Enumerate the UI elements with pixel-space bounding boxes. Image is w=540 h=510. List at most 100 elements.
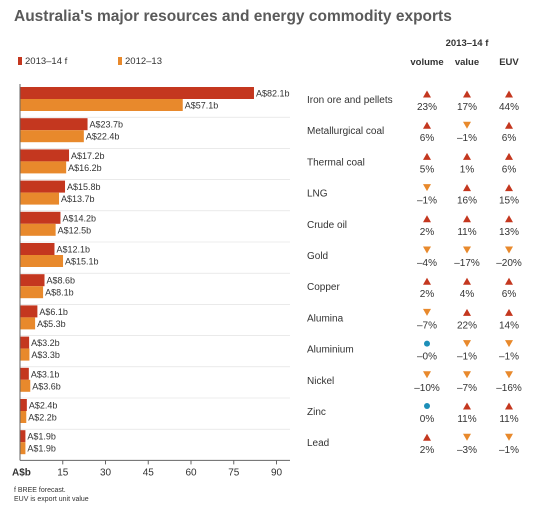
arrow-up-icon [505,277,513,285]
arrow-down-icon [505,246,513,254]
bar-label-current-alumina: A$6.1b [39,307,68,317]
bar-label-previous-gold: A$15.1b [65,257,99,267]
arrow-down-icon [423,184,431,192]
arrow-up-icon [423,277,431,285]
arrow-up-icon [463,402,471,410]
x-tick-label: 45 [143,467,155,478]
bar-label-previous-crude-oil: A$12.5b [58,225,92,235]
arrow-up-icon [463,184,471,192]
bar-label-previous-aluminium: A$3.3b [31,350,60,360]
change-value-gold: –17% [454,258,480,269]
bar-current-lead [20,430,26,443]
bar-previous-thermal-coal [20,161,67,174]
bar-previous-iron-ore-and-pellets [20,99,183,111]
change-euv-zinc: 11% [499,414,518,425]
bar-current-nickel [20,367,29,380]
bar-label-previous-metallurgical-coal: A$22.4b [86,132,120,142]
bar-current-aluminium [20,336,30,349]
bar-label-previous-copper: A$8.1b [45,288,74,298]
category-label-iron-ore-and-pellets: Iron ore and pellets [307,95,393,106]
arrow-down-icon [505,371,513,379]
change-value-lng: 16% [457,196,477,207]
bar-previous-lead [20,442,26,455]
change-value-copper: 4% [460,289,475,300]
arrow-up-icon [423,433,431,441]
arrow-up-icon [505,90,513,98]
category-label-zinc: Zinc [307,407,326,418]
arrow-up-icon [463,90,471,98]
change-value-metallurgical-coal: –1% [457,133,477,144]
bar-label-current-lead: A$1.9b [27,432,56,442]
bar-label-previous-nickel: A$3.6b [32,381,61,391]
neutral-dot-icon [424,403,430,409]
change-value-aluminium: –1% [457,352,477,363]
legend-swatch-current [18,57,22,65]
bar-label-previous-zinc: A$2.2b [28,413,57,423]
arrow-down-icon [463,340,471,348]
bar-current-alumina [20,305,38,318]
change-euv-nickel: –16% [496,383,522,394]
arrow-up-icon [423,152,431,160]
bar-current-crude-oil [20,211,61,224]
change-volume-thermal-coal: 5% [420,164,435,175]
table-period-header: 2013–14 f [445,38,489,49]
category-label-metallurgical-coal: Metallurgical coal [307,126,384,137]
bar-previous-crude-oil [20,223,56,236]
change-value-thermal-coal: 1% [460,164,475,175]
bar-previous-alumina [20,317,36,330]
change-volume-metallurgical-coal: 6% [420,133,435,144]
arrow-up-icon [505,121,513,129]
legend-item-previous: 2012–13 [118,56,162,67]
footnote-euv: EUV is export unit value [14,496,89,503]
change-euv-alumina: 14% [499,320,519,331]
change-value-nickel: –7% [457,383,477,394]
x-tick-label: 75 [228,467,240,478]
change-volume-zinc: 0% [420,414,435,425]
change-euv-lead: –1% [499,445,519,456]
bar-label-current-lng: A$15.8b [67,182,101,192]
arrow-down-icon [463,121,471,129]
change-volume-lead: 2% [420,445,435,456]
x-tick-label: 60 [185,467,197,478]
bar-previous-nickel [20,379,31,392]
category-label-thermal-coal: Thermal coal [307,157,365,168]
neutral-dot-icon [424,340,430,347]
bar-current-copper [20,274,45,287]
category-label-crude-oil: Crude oil [307,220,347,231]
arrow-up-icon [423,215,431,223]
change-volume-iron-ore-and-pellets: 23% [417,102,437,113]
chart-title: Australia's major resources and energy c… [14,8,452,25]
arrow-down-icon [423,246,431,254]
arrow-up-icon [423,90,431,98]
arrow-down-icon [505,340,513,348]
arrow-up-icon [505,308,513,316]
arrow-down-icon [463,246,471,254]
column-header-euv: EUV [499,57,519,68]
bar-current-thermal-coal [20,149,70,162]
arrow-down-icon [423,371,431,379]
change-volume-nickel: –10% [414,383,440,394]
arrow-up-icon [505,184,513,192]
change-euv-gold: –20% [496,258,522,269]
x-tick-label: 90 [271,467,283,478]
legend-label-current: 2013–14 f [25,56,68,67]
x-tick-label: 30 [100,467,112,478]
change-value-zinc: 11% [457,414,476,425]
change-volume-copper: 2% [420,289,435,300]
category-label-copper: Copper [307,282,340,293]
column-header-volume: volume [410,57,444,68]
bar-previous-metallurgical-coal [20,130,84,143]
x-axis-unit-label: A$b [12,467,31,478]
change-euv-thermal-coal: 6% [502,164,517,175]
arrow-up-icon [463,215,471,223]
bar-label-current-zinc: A$2.4b [29,401,58,411]
category-label-gold: Gold [307,251,328,262]
change-value-lead: –3% [457,445,477,456]
arrow-down-icon [423,308,431,316]
bar-previous-gold [20,255,64,267]
legend-swatch-previous [118,57,122,65]
arrow-down-icon [463,371,471,379]
arrow-up-icon [505,152,513,160]
change-value-iron-ore-and-pellets: 17% [457,102,477,113]
